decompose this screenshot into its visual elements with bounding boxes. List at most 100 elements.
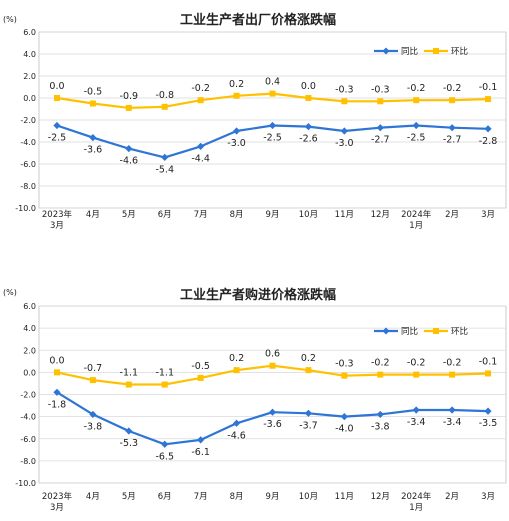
mom-data-point: [161, 381, 168, 388]
data-label: 0.2: [301, 353, 316, 364]
data-label: -0.8: [155, 90, 174, 101]
legend-marker: [433, 48, 439, 54]
data-label: -0.3: [335, 84, 354, 95]
x-tick-label: 11月: [335, 210, 354, 220]
x-tick-label: 7月: [194, 492, 208, 502]
yoy-data-point: [484, 407, 492, 415]
y-tick-label: -6.0: [20, 160, 36, 169]
data-label: -4.4: [191, 153, 210, 164]
data-label: -3.4: [443, 417, 462, 428]
y-tick-label: 6.0: [23, 302, 36, 311]
data-label: -5.3: [120, 438, 139, 449]
y-tick-label: 6.0: [23, 28, 36, 37]
data-label: -0.9: [120, 91, 139, 102]
y-tick-label: -10.0: [15, 479, 36, 488]
x-tick-label: 2023年: [42, 209, 73, 220]
y-tick-label: -4.0: [20, 413, 36, 422]
x-tick-label: 12月: [371, 210, 390, 220]
data-label: -3.5: [479, 418, 498, 429]
data-label: -0.2: [407, 83, 426, 94]
yoy-data-point: [304, 123, 313, 131]
data-label: -3.0: [335, 138, 354, 149]
yoy-data-point: [484, 125, 492, 133]
legend-label: 同比: [401, 46, 418, 57]
data-label: -1.1: [120, 368, 139, 379]
y-tick-label: -10.0: [15, 204, 36, 213]
mom-data-point: [341, 372, 348, 379]
mom-data-point: [125, 381, 132, 388]
x-tick-label: 2024年: [401, 209, 432, 220]
x-tick-label: 3月: [481, 210, 495, 220]
data-label: -2.7: [371, 135, 390, 146]
x-tick-label: 10月: [299, 210, 318, 220]
data-label: -0.7: [84, 363, 103, 374]
x-tick-label: 3月: [50, 503, 64, 513]
x-tick-label: 9月: [266, 210, 280, 220]
mom-data-point: [269, 362, 276, 369]
data-label: -0.2: [443, 358, 462, 369]
x-tick-label: 9月: [266, 492, 280, 502]
data-label: -2.6: [299, 134, 318, 145]
mom-data-point: [485, 96, 492, 103]
mom-data-point: [53, 369, 60, 376]
x-tick-label: 6月: [158, 210, 172, 220]
x-tick-label: 3月: [50, 221, 64, 231]
yoy-data-point: [125, 145, 133, 153]
x-tick-label: 1月: [409, 221, 423, 231]
data-label: -0.3: [371, 84, 390, 95]
data-label: 0.0: [301, 81, 316, 92]
data-label: 0.2: [229, 353, 244, 364]
data-label: -0.1: [479, 82, 498, 93]
data-label: -2.8: [479, 136, 498, 147]
x-tick-label: 12月: [371, 492, 390, 502]
mom-data-point: [233, 367, 240, 374]
y-tick-label: -8.0: [20, 457, 36, 466]
y-tick-label: 0.0: [23, 368, 36, 377]
yoy-data-point: [448, 124, 456, 132]
data-label: 0.0: [49, 81, 64, 92]
yoy-data-point: [232, 127, 241, 135]
data-label: -1.8: [48, 399, 67, 410]
y-unit-label: (%): [3, 15, 17, 24]
mom-data-point: [449, 371, 456, 378]
data-label: -0.5: [84, 87, 103, 98]
legend-marker: [382, 327, 390, 335]
legend-label: 同比: [401, 326, 418, 337]
data-label: -0.2: [371, 358, 390, 369]
data-label: -0.5: [191, 361, 210, 372]
data-label: -0.1: [479, 356, 498, 367]
data-label: -3.8: [371, 421, 390, 432]
y-tick-label: 2.0: [23, 346, 36, 355]
yoy-data-point: [125, 427, 133, 435]
mom-data-point: [377, 98, 384, 105]
mom-data-point: [413, 97, 420, 104]
yoy-data-point: [161, 153, 169, 161]
yoy-data-point: [89, 134, 97, 142]
x-tick-label: 2月: [445, 492, 459, 502]
data-label: -3.7: [299, 420, 318, 431]
yoy-data-point: [197, 436, 205, 444]
mom-data-point: [413, 371, 420, 378]
data-label: -2.7: [443, 135, 462, 146]
mom-data-point: [161, 103, 168, 110]
x-tick-label: 7月: [194, 210, 208, 220]
mom-data-point: [125, 104, 132, 111]
mom-data-point: [89, 377, 96, 384]
yoy-data-point: [161, 440, 169, 448]
yoy-data-point: [268, 121, 277, 130]
mom-data-point: [233, 92, 240, 99]
y-tick-label: 4.0: [23, 50, 36, 59]
x-tick-label: 8月: [230, 210, 244, 220]
data-label: -3.6: [263, 419, 282, 430]
yoy-data-point: [376, 124, 384, 132]
mom-data-point: [53, 95, 60, 101]
data-label: -4.6: [227, 430, 246, 441]
data-label: -0.2: [443, 83, 462, 94]
mom-data-point: [269, 90, 276, 97]
output-price-chart-svg: 工业生产者出厂价格涨跌幅 (%) 6.0 4.0 2.0 0.0 -2.0 -4.0 -6.0 -…: [3, 12, 507, 231]
output-price-chart: 工业生产者出厂价格涨跌幅 (%) 6.0 4.0 2.0 0.0 -2.0 -4.0 -6.0 -…: [0, 0, 509, 255]
data-label: -5.4: [155, 164, 174, 175]
purchase-price-chart-svg: 工业生产者购进价格涨跌幅 (%) 6.0 4.0 2.0 0.0 -2.0 -4.0 -6.0 -…: [3, 287, 507, 513]
yoy-data-point: [412, 406, 420, 414]
y-tick-label: 2.0: [23, 72, 36, 81]
